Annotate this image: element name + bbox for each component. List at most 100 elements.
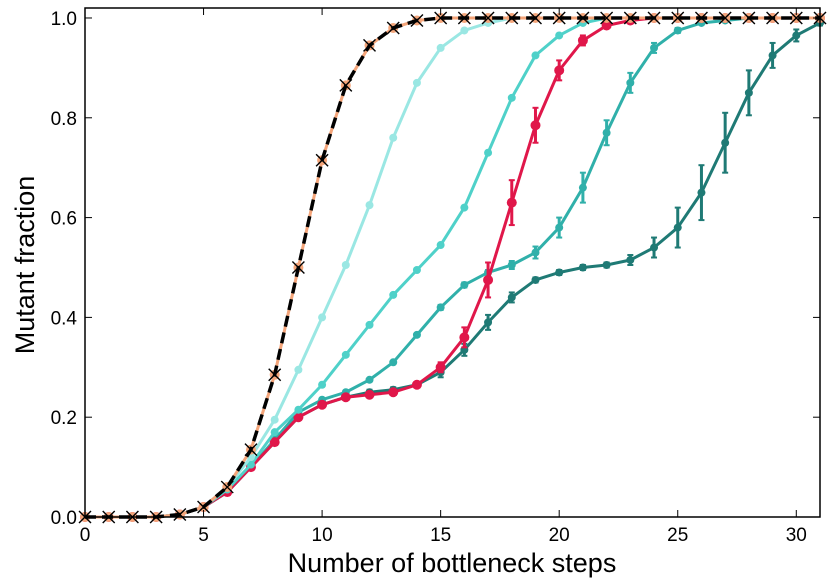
x-marker-stroke [718, 11, 732, 25]
x-marker-stroke [766, 11, 780, 25]
series-4-point [436, 43, 445, 52]
series-0 [81, 18, 824, 521]
series-6-point [647, 11, 661, 25]
x-marker-stroke [742, 11, 756, 25]
x-marker-stroke [291, 260, 305, 274]
series-1-point [507, 260, 516, 269]
series-1-point [650, 43, 659, 52]
series-2 [80, 12, 825, 522]
series-2-point [435, 362, 446, 373]
x-marker-stroke [197, 500, 211, 514]
series-6-point [268, 368, 282, 382]
series-2-point [530, 120, 541, 131]
y-tick-label: 1.0 [51, 9, 77, 30]
series-3-point [270, 428, 279, 437]
plot-frame [84, 7, 821, 518]
series-2-point [601, 20, 612, 31]
y-tick-label: 0.4 [51, 308, 78, 329]
series-3-point [246, 460, 255, 469]
series-1-line [85, 16, 820, 519]
y-tick-label: 0.2 [51, 408, 77, 429]
series-2-point [506, 197, 517, 208]
x-marker-stroke [694, 11, 708, 25]
series-6-point [457, 11, 471, 25]
x-marker-stroke [339, 78, 353, 92]
series-6-point [410, 13, 424, 27]
series-6-point [173, 508, 187, 521]
x-marker-stroke [220, 480, 234, 494]
series-3-point [412, 265, 421, 274]
series-0-point [531, 275, 540, 284]
series-0-point [602, 260, 611, 269]
series-2-point [293, 412, 304, 423]
y-axis-title: Mutant fraction [10, 176, 40, 355]
series-6-point [766, 11, 780, 25]
series-4-point [365, 201, 374, 210]
x-marker-stroke [505, 11, 519, 25]
series-3-point [555, 31, 564, 40]
series-6-point [339, 78, 353, 92]
series-0-point [650, 243, 659, 252]
series-3-point [436, 241, 445, 250]
x-marker-stroke [552, 11, 566, 25]
series-2-point [411, 379, 422, 390]
series-2-point [459, 332, 470, 343]
x-tick-label: 25 [667, 525, 688, 546]
series-6-point [718, 11, 732, 25]
series-3-point [507, 93, 516, 102]
series-6-point [291, 260, 305, 274]
series-1-point [389, 358, 398, 367]
series-4-point [412, 78, 421, 87]
series-0-point [507, 293, 516, 302]
series-6-line [85, 16, 820, 519]
series-3-point [460, 203, 469, 212]
x-marker-stroke [600, 11, 614, 25]
series-3-point [389, 290, 398, 299]
series-6-point [600, 11, 614, 25]
series-2-line [85, 16, 820, 519]
series-1-point [412, 330, 421, 339]
x-marker-stroke [268, 368, 282, 382]
series-6-point [742, 11, 756, 25]
series-1-point [365, 375, 374, 384]
series-0-point [626, 256, 635, 265]
series-3-point [341, 350, 350, 359]
series-3-point [318, 380, 327, 389]
series-2-point [269, 437, 280, 448]
series-3-point [294, 405, 303, 414]
series-1 [81, 13, 824, 521]
series-4-point [341, 260, 350, 269]
x-marker-stroke [173, 508, 187, 521]
series-4-point [270, 415, 279, 424]
series-0-point [792, 31, 801, 40]
x-marker-stroke [647, 11, 661, 25]
series-3-point [365, 320, 374, 329]
series-6-point [671, 11, 685, 25]
series-6-point [789, 11, 803, 25]
x-marker-stroke [623, 11, 637, 25]
x-marker-stroke [386, 21, 400, 35]
series-6-point [220, 480, 234, 494]
series-6-point [576, 11, 590, 25]
x-tick-label: 10 [312, 525, 333, 546]
series-4 [81, 13, 824, 521]
x-marker-stroke [576, 11, 590, 25]
series-3-line [85, 16, 820, 519]
x-marker-stroke [363, 38, 377, 52]
series-1-point [531, 248, 540, 257]
series-1-point [436, 303, 445, 312]
x-marker-stroke [789, 11, 803, 25]
series-2-point [577, 35, 588, 46]
x-marker-stroke [671, 11, 685, 25]
series-4-point [460, 26, 469, 35]
series-6-point [623, 11, 637, 25]
x-marker-stroke [457, 11, 471, 25]
series-2-point [340, 392, 351, 403]
series-4-point [389, 133, 398, 142]
series-6-point [315, 153, 329, 167]
series-0-point [673, 223, 682, 232]
series-1-point [578, 183, 587, 192]
x-tick-label: 20 [549, 525, 570, 546]
x-tick-label: 0 [80, 525, 91, 546]
